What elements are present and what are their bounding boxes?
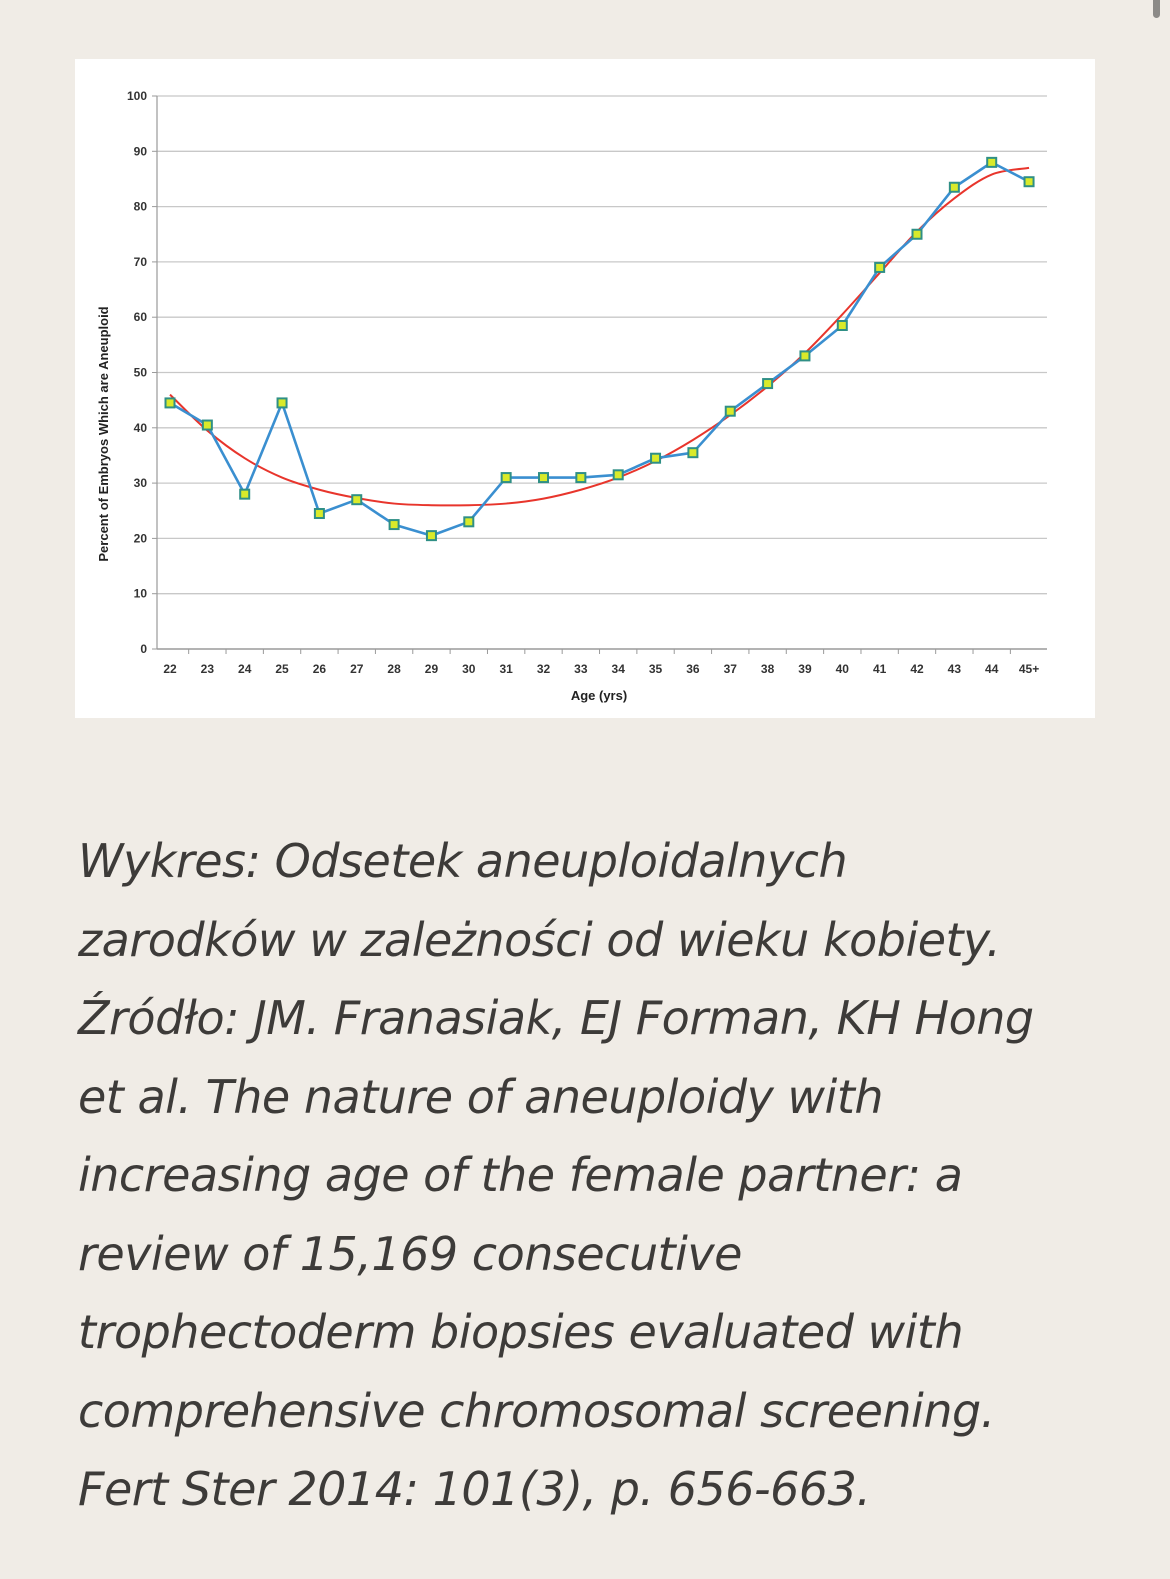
y-tick-label: 70: [134, 255, 148, 269]
data-point-marker: [276, 397, 288, 409]
x-tick-label: 27: [350, 662, 364, 676]
x-tick-label: 25: [275, 662, 289, 676]
x-tick-labels: 22 23 24 25 26 27 28 29 30 31 32 33 34 35 36 37 38 39 40 41…: [163, 662, 1039, 676]
y-tick-label: 60: [134, 310, 148, 324]
caption-line: Wykres: Odsetek aneuploidalnych: [78, 834, 848, 888]
series-markers: [164, 156, 1035, 542]
caption-line: review of 15,169 consecutive: [78, 1226, 742, 1281]
x-tick-label: 38: [761, 662, 775, 676]
y-tick-label: 0: [140, 642, 147, 656]
x-tick-label: 36: [686, 662, 700, 676]
data-point-marker: [612, 469, 624, 481]
y-tick-label: 100: [127, 89, 147, 103]
data-point-marker: [986, 156, 998, 168]
x-tick-label: 24: [238, 662, 252, 676]
x-tick-label: 33: [574, 662, 588, 676]
y-tick-label: 90: [134, 144, 148, 158]
x-tick-label: 37: [724, 662, 738, 676]
data-point-marker: [724, 405, 736, 417]
caption-line: Fert Ster 2014: 101(3), p. 656-663.: [78, 1462, 871, 1516]
x-tick-label: 23: [201, 662, 215, 676]
y-tick-label: 20: [134, 531, 148, 545]
data-point-marker: [538, 472, 549, 484]
data-point-marker: [1023, 176, 1035, 188]
x-tick-label: 30: [462, 662, 476, 676]
chart-figure: 0 10 20 30 40 50 60 70 80 90 100 22 23 24 25 26 27 28 29 3…: [75, 59, 1095, 718]
x-tick-label: 45+: [1019, 662, 1039, 676]
data-point-marker: [425, 530, 437, 542]
caption-line: trophectoderm biopsies evaluated with: [78, 1305, 964, 1359]
y-tick-label: 10: [134, 587, 148, 601]
x-tick-label: 34: [612, 662, 626, 676]
x-tick-label: 35: [649, 662, 663, 676]
x-tick-label: 40: [836, 662, 850, 676]
x-tick-label: 29: [425, 662, 439, 676]
y-axis-title: Percent of Embryos Which are Aneuploid: [96, 306, 111, 561]
data-point-marker: [799, 350, 811, 362]
data-point-marker: [874, 261, 886, 273]
figure-caption: Wykres: Odsetek aneuploidalnych zarodków …: [78, 822, 1098, 1529]
data-point-marker: [687, 447, 699, 459]
y-tick-label: 40: [134, 421, 148, 435]
caption-line: zarodków w zależności od wieku kobiety.: [78, 912, 1001, 967]
y-tick-label: 50: [134, 366, 148, 380]
y-tick-labels: 0 10 20 30 40 50 60 70 80 90 100: [127, 89, 147, 656]
data-point-marker: [239, 488, 251, 500]
data-point-marker: [650, 452, 662, 464]
data-point-marker: [948, 181, 960, 193]
data-point-marker: [313, 508, 325, 520]
y-tick-label: 30: [134, 476, 148, 490]
data-point-marker: [911, 228, 923, 240]
x-axis-title: Age (yrs): [571, 688, 627, 703]
data-line: [169, 161, 1030, 537]
x-tick-label: 32: [537, 662, 551, 676]
caption-line: et al. The nature of aneuploidy with: [78, 1069, 884, 1124]
aneuploidy-line-chart: 0 10 20 30 40 50 60 70 80 90 100 22 23 24 25 26 27 28 29 3…: [96, 89, 1047, 703]
caption-line: Źródło: JM. Franasiak, EJ Forman, KH Hon…: [78, 991, 1034, 1045]
data-point-marker: [463, 516, 475, 528]
data-point-marker: [201, 419, 213, 431]
x-tick-label: 39: [798, 662, 812, 676]
x-tick-label: 31: [499, 662, 513, 676]
data-point-marker: [351, 494, 363, 506]
data-point-marker: [500, 472, 512, 484]
x-tick-label: 22: [163, 662, 177, 676]
caption-line: comprehensive chromosomal screening.: [78, 1383, 995, 1438]
y-tick-label: 80: [134, 200, 148, 214]
x-tick-label: 43: [948, 662, 962, 676]
x-tick-label: 26: [313, 662, 327, 676]
series-lines: [169, 161, 1030, 537]
data-point-marker: [164, 397, 176, 409]
data-point-marker: [836, 319, 848, 331]
scrollbar-indicator[interactable]: [1153, 0, 1160, 18]
data-point-marker: [762, 378, 774, 390]
x-tick-label: 28: [387, 662, 401, 676]
x-tick-label: 41: [873, 662, 887, 676]
x-tick-label: 42: [910, 662, 924, 676]
gridlines: [152, 95, 1047, 654]
data-point-marker: [388, 519, 400, 531]
x-tick-label: 44: [985, 662, 999, 676]
caption-line: increasing age of the female partner: a: [78, 1148, 963, 1202]
data-point-marker: [575, 472, 587, 484]
